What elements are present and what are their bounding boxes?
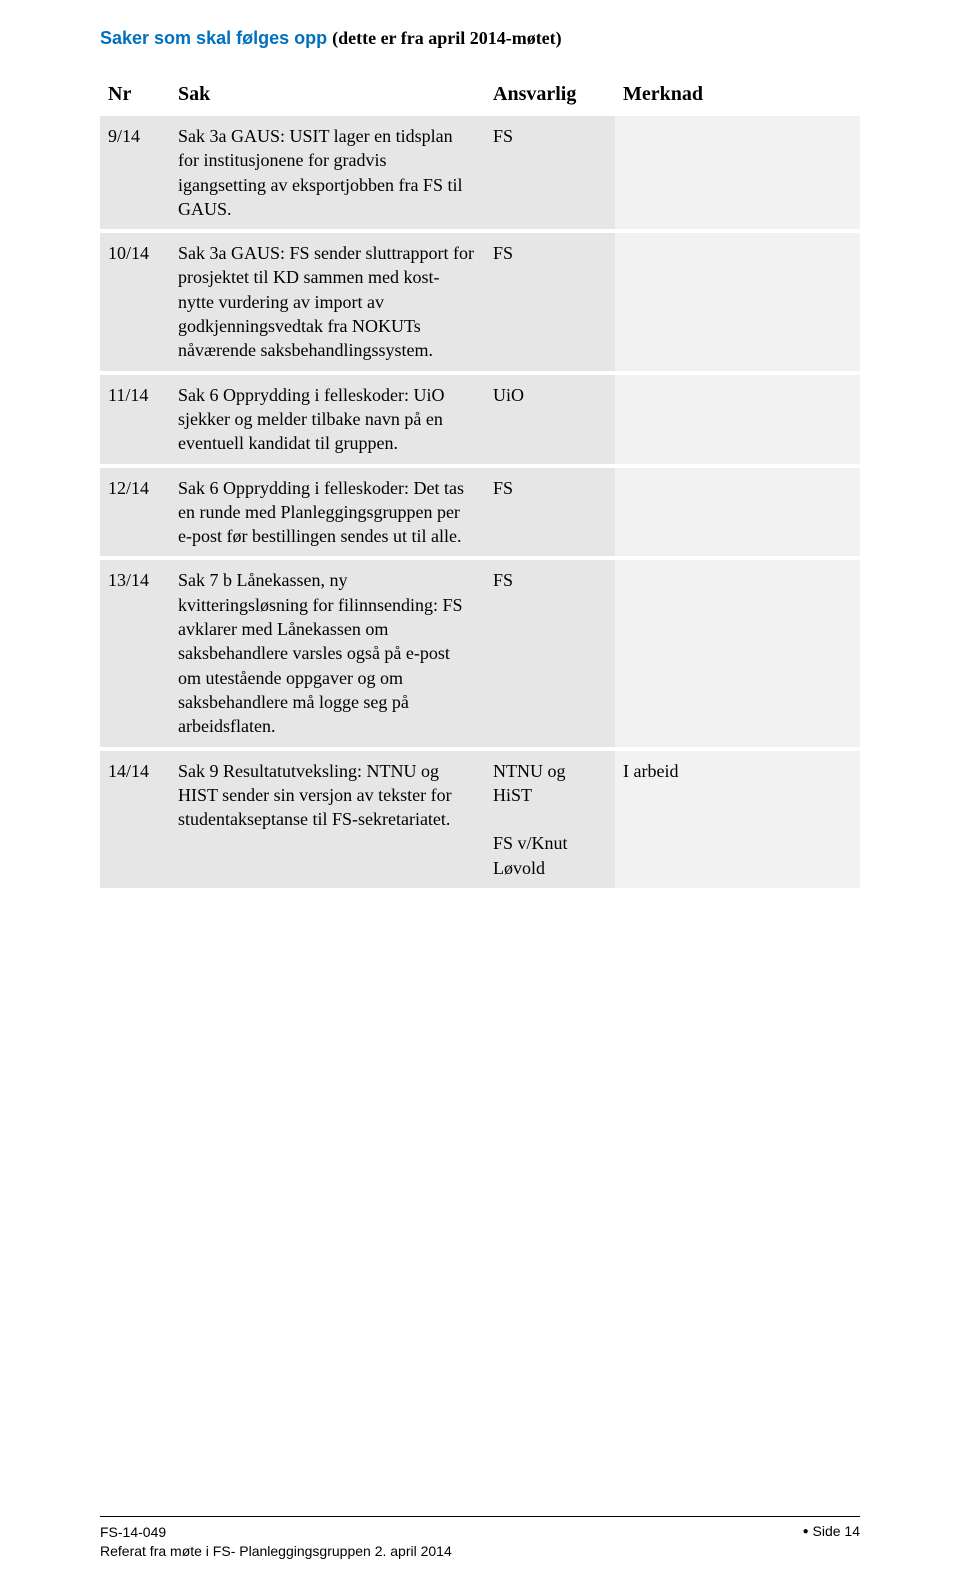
cell-sak: Sak 6 Opprydding i felleskoder: Det tas …: [170, 466, 485, 559]
cell-sak: Sak 3a GAUS: USIT lager en tidsplan for …: [170, 114, 485, 231]
cell-nr: 9/14: [100, 114, 170, 231]
followup-table: Nr Sak Ansvarlig Merknad 9/14 Sak 3a GAU…: [100, 77, 860, 888]
cell-nr: 10/14: [100, 231, 170, 372]
col-header-nr: Nr: [100, 77, 170, 114]
section-title: Saker som skal følges opp (dette er fra …: [100, 28, 860, 49]
table-row: 10/14 Sak 3a GAUS: FS sender sluttrappor…: [100, 231, 860, 372]
cell-ansvarlig: FS: [485, 114, 615, 231]
table-row: 12/14 Sak 6 Opprydding i felleskoder: De…: [100, 466, 860, 559]
cell-merknad: [615, 114, 860, 231]
cell-nr: 14/14: [100, 749, 170, 888]
cell-nr: 12/14: [100, 466, 170, 559]
table-row: 11/14 Sak 6 Opprydding i felleskoder: Ui…: [100, 373, 860, 466]
footer-left: FS-14-049 Referat fra møte i FS- Planleg…: [100, 1523, 452, 1561]
table-row: 13/14 Sak 7 b Lånekassen, ny kvitterings…: [100, 558, 860, 748]
cell-ansvarlig: FS: [485, 466, 615, 559]
title-part-blue: Saker som skal følges opp: [100, 28, 332, 48]
table-row: 14/14 Sak 9 Resultatutveksling: NTNU og …: [100, 749, 860, 888]
footer-code: FS-14-049: [100, 1523, 452, 1542]
cell-sak: Sak 7 b Lånekassen, ny kvitteringsløsnin…: [170, 558, 485, 748]
cell-merknad: [615, 558, 860, 748]
cell-ansvarlig: FS: [485, 558, 615, 748]
table-header-row: Nr Sak Ansvarlig Merknad: [100, 77, 860, 114]
cell-sak: Sak 3a GAUS: FS sender sluttrapport for …: [170, 231, 485, 372]
cell-nr: 13/14: [100, 558, 170, 748]
cell-sak: Sak 9 Resultatutveksling: NTNU og HIST s…: [170, 749, 485, 888]
col-header-merknad: Merknad: [615, 77, 860, 114]
col-header-ansvarlig: Ansvarlig: [485, 77, 615, 114]
cell-nr: 11/14: [100, 373, 170, 466]
title-part-black: (dette er fra april 2014-møtet): [332, 28, 562, 48]
cell-ansvarlig: NTNU og HiST FS v/Knut Løvold: [485, 749, 615, 888]
col-header-sak: Sak: [170, 77, 485, 114]
cell-sak: Sak 6 Opprydding i felleskoder: UiO sjek…: [170, 373, 485, 466]
cell-merknad: [615, 231, 860, 372]
cell-ansvarlig: UiO: [485, 373, 615, 466]
cell-merknad: I arbeid: [615, 749, 860, 888]
footer-page: Side 14: [813, 1523, 860, 1539]
cell-merknad: [615, 466, 860, 559]
footer-ref: Referat fra møte i FS- Planleggingsgrupp…: [100, 1542, 452, 1561]
footer-right: ● Side 14: [803, 1523, 860, 1539]
bullet-icon: ●: [803, 1526, 809, 1537]
page-footer: FS-14-049 Referat fra møte i FS- Planleg…: [100, 1516, 860, 1561]
cell-merknad: [615, 373, 860, 466]
table-row: 9/14 Sak 3a GAUS: USIT lager en tidsplan…: [100, 114, 860, 231]
cell-ansvarlig: FS: [485, 231, 615, 372]
page: Saker som skal følges opp (dette er fra …: [0, 0, 960, 1595]
